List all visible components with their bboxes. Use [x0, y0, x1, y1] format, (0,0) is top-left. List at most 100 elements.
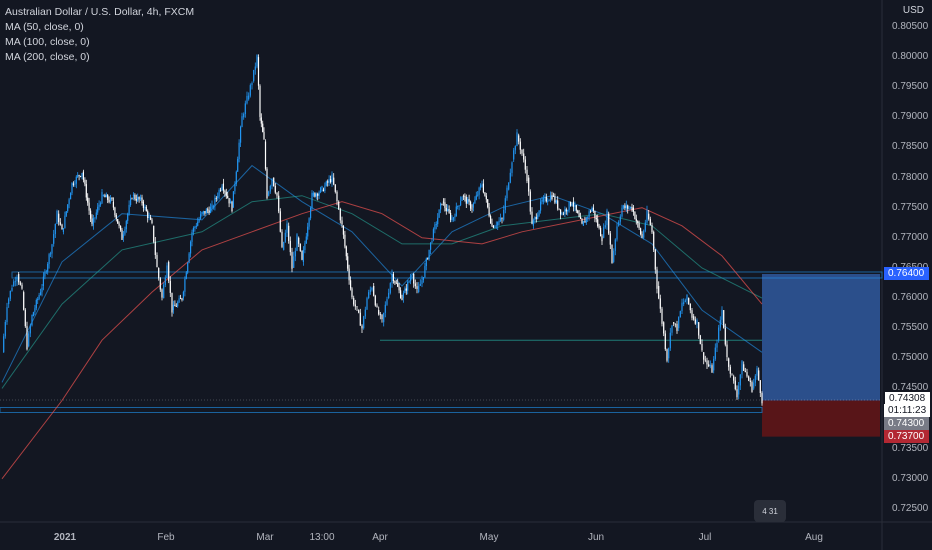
candle-body: [130, 198, 132, 205]
candle-body: [24, 309, 26, 327]
candle-body: [398, 286, 400, 291]
candle-body: [614, 239, 616, 251]
candle-body: [293, 256, 295, 268]
candle-body: [661, 308, 663, 324]
candle-body: [256, 55, 258, 67]
candle-body: [248, 95, 250, 100]
candle-body: [511, 162, 513, 173]
candle-body: [361, 325, 363, 329]
candle-body: [257, 57, 260, 86]
candle-body: [246, 95, 248, 104]
candle-body: [734, 380, 736, 390]
candle-body: [384, 304, 386, 313]
candle-body: [581, 219, 583, 224]
candle-body: [222, 183, 224, 191]
candle-body: [598, 225, 600, 228]
price-tick-label: 0.75000: [892, 352, 929, 364]
candle-body: [358, 310, 360, 313]
candle-body: [342, 225, 344, 235]
candle-body: [492, 225, 494, 228]
candle-body: [50, 253, 52, 255]
candle-body: [140, 197, 142, 200]
candle-body: [632, 207, 634, 212]
candle-body: [212, 206, 214, 208]
candle-body: [481, 184, 483, 186]
candle-body: [354, 304, 356, 307]
candle-body: [128, 204, 130, 214]
candle-body: [8, 298, 10, 305]
candle-body: [703, 352, 705, 360]
candle-body: [42, 276, 44, 286]
candle-body: [719, 319, 721, 328]
candle-body: [177, 302, 179, 307]
candle-body: [419, 284, 421, 286]
candle-body: [728, 358, 730, 367]
candle-body: [91, 218, 93, 224]
price-tick-label: 0.78000: [892, 171, 929, 183]
candle-body: [371, 288, 373, 290]
candle-body: [383, 312, 385, 323]
price-tick-label: 0.79000: [892, 111, 929, 123]
candle-body: [668, 348, 670, 359]
candle-body: [590, 211, 592, 213]
candle-body: [544, 196, 546, 198]
candle-body: [524, 159, 526, 170]
candle-body: [733, 376, 735, 381]
time-tick-label: Jun: [587, 532, 605, 543]
candle-body: [47, 264, 49, 272]
candle-body: [283, 242, 285, 250]
candle-body: [631, 206, 633, 211]
ma-line-1: [1, 164, 763, 383]
study-ma100[interactable]: MA (100, close, 0): [5, 36, 90, 48]
candle-body: [470, 201, 472, 209]
candle-body: [161, 289, 163, 298]
candle-body: [249, 85, 251, 96]
events-badge[interactable]: 4 31: [754, 500, 786, 522]
candle-body: [410, 278, 412, 282]
study-ma50[interactable]: MA (50, close, 0): [5, 21, 84, 33]
candle-body: [108, 199, 110, 202]
candle-body: [718, 327, 720, 341]
candle-body: [648, 213, 650, 220]
candle-body: [451, 219, 453, 221]
candle-body: [484, 192, 486, 196]
candle-body: [540, 201, 542, 211]
currency-label[interactable]: USD: [902, 5, 924, 16]
candle-body: [379, 314, 381, 316]
candle-body: [322, 189, 324, 191]
candle-body: [84, 179, 86, 185]
candle-body: [679, 311, 681, 318]
candle-body: [111, 197, 113, 200]
candle-body: [244, 103, 246, 114]
candle-body: [121, 229, 123, 240]
candle-body: [100, 203, 102, 205]
candle-body: [26, 326, 28, 350]
time-tick-label: Apr: [372, 532, 388, 543]
candle-body: [204, 211, 206, 214]
candle-body: [348, 268, 350, 281]
candle-body: [148, 217, 150, 219]
candle-body: [494, 226, 496, 228]
time-tick-label: Jul: [698, 532, 712, 543]
symbol-title[interactable]: Australian Dollar / U.S. Dollar, 4h, FXC…: [5, 6, 195, 18]
candle-body: [307, 226, 309, 237]
candle-body: [166, 265, 168, 278]
candle-body: [3, 336, 5, 353]
candle-body: [339, 209, 341, 221]
candle-body: [180, 298, 182, 300]
candle-body: [528, 177, 530, 192]
candle-body: [658, 286, 660, 299]
study-ma200[interactable]: MA (200, close, 0): [5, 51, 90, 63]
candle-body: [545, 196, 547, 202]
candle-body: [156, 255, 158, 268]
candle-body: [500, 218, 502, 221]
candle-body: [587, 217, 589, 218]
candle-body: [616, 226, 618, 240]
candle-body: [691, 310, 693, 318]
candle-body: [664, 333, 666, 350]
candle-body: [53, 234, 55, 244]
candle-body: [220, 189, 222, 191]
candle-body: [13, 281, 15, 287]
candle-body: [259, 85, 261, 117]
